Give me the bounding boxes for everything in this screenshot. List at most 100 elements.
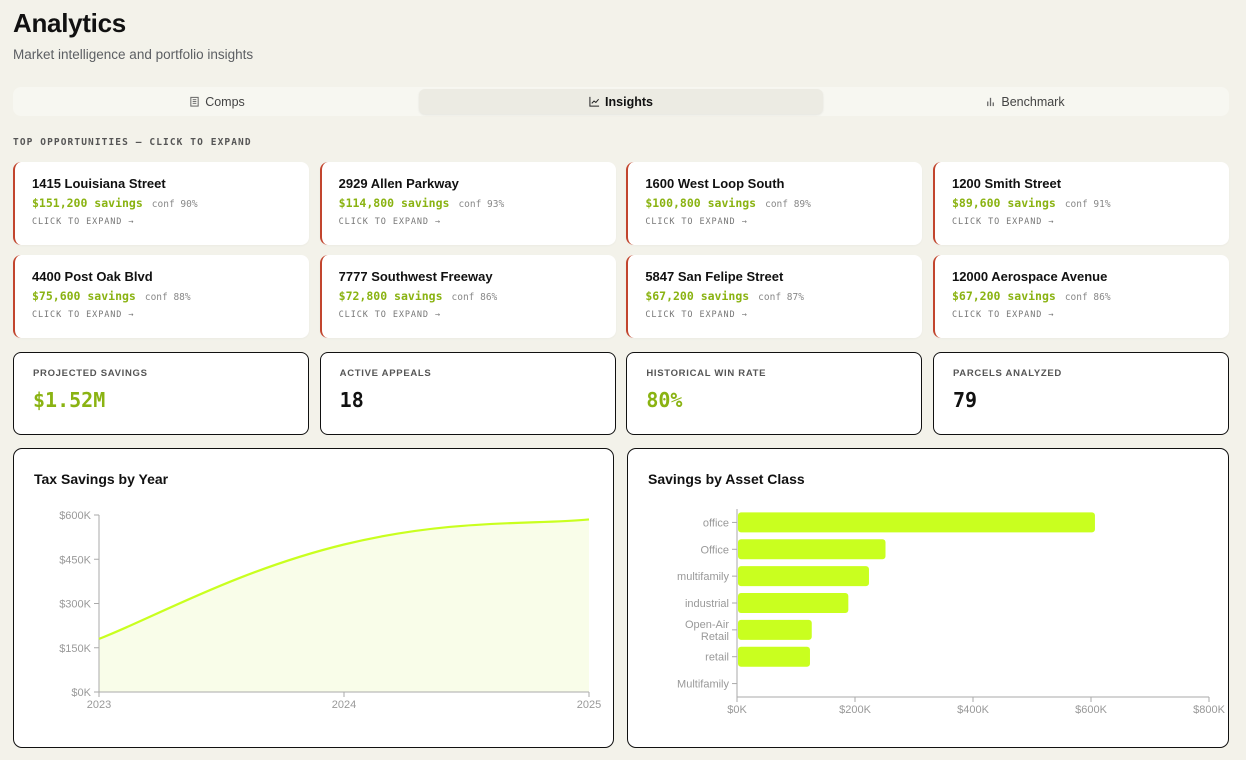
x-tick-label: $800K — [1193, 704, 1225, 716]
opportunity-savings: $75,600 savings — [32, 289, 136, 303]
kpi-value: $1.52M — [33, 388, 106, 412]
bar — [738, 593, 849, 613]
kpi-label: ACTIVE APPEALS — [339, 368, 432, 379]
tax-savings-chart-card: $0K $150K $300K $450K $600K 2023 2024 2025 Tax … — [13, 448, 614, 748]
x-tick-label: $200K — [839, 704, 871, 716]
y-tick-label: $450K — [59, 554, 91, 566]
category-label: retail — [705, 652, 729, 664]
x-tick-label: $600K — [1075, 704, 1107, 716]
view-tabs: Comps Insights Benchmark — [13, 87, 1229, 116]
opportunity-address: 1200 Smith Street — [951, 176, 1062, 191]
opportunity-card[interactable]: 1600 West Loop South $100,800 savings con… — [626, 162, 923, 245]
opportunity-savings: $151,200 savings — [32, 196, 143, 210]
tab-label: Benchmark — [1001, 94, 1065, 109]
opportunity-address: 4400 Post Oak Blvd — [32, 269, 153, 284]
section-label: TOP OPPORTUNITIES — CLICK TO EXPAND — [13, 137, 252, 148]
category-label: industrial — [685, 598, 729, 610]
opportunity-confidence: conf 87% — [758, 292, 804, 303]
opportunity-confidence: conf 88% — [144, 292, 191, 303]
opportunity-confidence: conf 93% — [458, 199, 505, 210]
bar — [738, 566, 869, 587]
opportunity-address: 5847 San Felipe Street — [645, 269, 784, 284]
x-tick-label: 2023 — [87, 699, 111, 711]
opportunity-card[interactable]: 2929 Allen Parkway $114,800 savings conf … — [319, 162, 616, 245]
category-label: multifamily — [677, 571, 729, 583]
bar — [738, 619, 812, 640]
kpi-label: PARCELS ANALYZED — [952, 368, 1062, 379]
tax-savings-chart: $0K $150K $300K $450K $600K 2023 2024 2025 — [59, 510, 601, 711]
chart-title: Tax Savings by Year — [34, 471, 169, 487]
y-tick-label: $600K — [59, 510, 91, 522]
opportunity-savings: $100,800 savings — [645, 196, 757, 210]
y-tick-label: $300K — [59, 599, 91, 611]
kpi-value: 79 — [952, 388, 978, 412]
expand-hint: CLICK TO EXPAND → — [338, 217, 441, 227]
area-fill — [99, 519, 589, 692]
tab-benchmark[interactable]: Benchmark — [823, 89, 1227, 114]
opportunity-savings: $114,800 savings — [338, 196, 450, 210]
expand-hint: CLICK TO EXPAND → — [338, 310, 441, 320]
category-label-line: Open-Air — [685, 619, 729, 631]
opportunity-confidence: conf 91% — [1064, 199, 1111, 210]
category-label-line: Retail — [701, 631, 729, 643]
tab-label: Comps — [205, 94, 245, 109]
tab-label: Insights — [605, 94, 653, 109]
line-chart-icon — [589, 96, 600, 107]
opportunity-savings: $72,800 savings — [338, 289, 443, 303]
opportunity-card[interactable]: 12000 Aerospace Avenue $67,200 savings co… — [932, 255, 1229, 338]
bar — [738, 646, 810, 667]
x-tick-label: 2024 — [332, 699, 356, 711]
page-title: Analytics — [13, 8, 126, 38]
opportunity-savings: $67,200 savings — [645, 289, 750, 303]
opportunity-address: 1415 Louisiana Street — [32, 176, 166, 191]
asset-class-chart-card: $0K $200K $400K $600K $800K office Office multi… — [627, 448, 1229, 748]
kpi-value: 80% — [646, 388, 683, 412]
expand-hint: CLICK TO EXPAND → — [645, 217, 748, 227]
page-subtitle: Market intelligence and portfolio insigh… — [13, 47, 254, 62]
category-label: Multifamily — [677, 679, 729, 691]
opportunity-savings: $89,600 savings — [951, 196, 1056, 210]
opportunity-address: 7777 Southwest Freeway — [338, 269, 493, 284]
series-line — [98, 518, 590, 640]
x-tick-label: 2025 — [577, 699, 601, 711]
category-label: Office — [700, 544, 729, 556]
x-tick-label: $0K — [727, 704, 747, 716]
expand-hint: CLICK TO EXPAND → — [32, 217, 135, 227]
x-tick-label: $400K — [957, 704, 989, 716]
opportunity-confidence: conf 89% — [765, 199, 811, 210]
tab-insights[interactable]: Insights — [419, 89, 823, 114]
chart-title: Savings by Asset Class — [648, 471, 805, 487]
opportunity-card[interactable]: 5847 San Felipe Street $67,200 savings co… — [626, 255, 923, 338]
expand-hint: CLICK TO EXPAND → — [32, 310, 135, 320]
opportunity-card[interactable]: 1200 Smith Street $89,600 savings conf 91… — [932, 162, 1229, 245]
kpi-active-appeals: ACTIVE APPEALS 18 — [319, 352, 616, 435]
bar — [738, 539, 886, 560]
expand-hint: CLICK TO EXPAND → — [951, 310, 1055, 320]
asset-class-chart: $0K $200K $400K $600K $800K office Office multi… — [677, 509, 1226, 716]
kpi-parcels-analyzed: PARCELS ANALYZED 79 — [932, 352, 1229, 435]
building-icon — [190, 96, 199, 107]
opportunity-grid: 1415 Louisiana Street $151,200 savings co… — [13, 162, 1229, 338]
opportunity-savings: $67,200 savings — [951, 289, 1056, 303]
opportunity-address: 2929 Allen Parkway — [338, 176, 459, 191]
bar — [738, 512, 1095, 533]
expand-hint: CLICK TO EXPAND → — [645, 310, 748, 320]
opportunity-card[interactable]: 4400 Post Oak Blvd $75,600 savings conf 8… — [13, 255, 309, 338]
y-tick-label: $0K — [71, 687, 91, 699]
tab-comps[interactable]: Comps — [15, 89, 419, 114]
kpi-projected-savings: PROJECTED SAVINGS $1.52M — [13, 352, 309, 435]
opportunity-card[interactable]: 1415 Louisiana Street $151,200 savings co… — [13, 162, 309, 245]
y-tick-label: $150K — [59, 643, 91, 655]
expand-hint: CLICK TO EXPAND → — [951, 217, 1055, 227]
opportunity-confidence: conf 86% — [451, 292, 498, 303]
kpi-label: PROJECTED SAVINGS — [33, 368, 148, 379]
opportunity-confidence: conf 86% — [1064, 292, 1111, 303]
kpi-label: HISTORICAL WIN RATE — [646, 368, 767, 379]
category-label: office — [703, 517, 729, 529]
kpi-win-rate: HISTORICAL WIN RATE 80% — [626, 352, 923, 435]
opportunity-address: 12000 Aerospace Avenue — [951, 269, 1108, 284]
bar-chart-icon — [987, 97, 995, 107]
opportunity-confidence: conf 90% — [151, 199, 198, 210]
opportunity-address: 1600 West Loop South — [645, 176, 785, 191]
opportunity-card[interactable]: 7777 Southwest Freeway $72,800 savings co… — [319, 255, 616, 338]
